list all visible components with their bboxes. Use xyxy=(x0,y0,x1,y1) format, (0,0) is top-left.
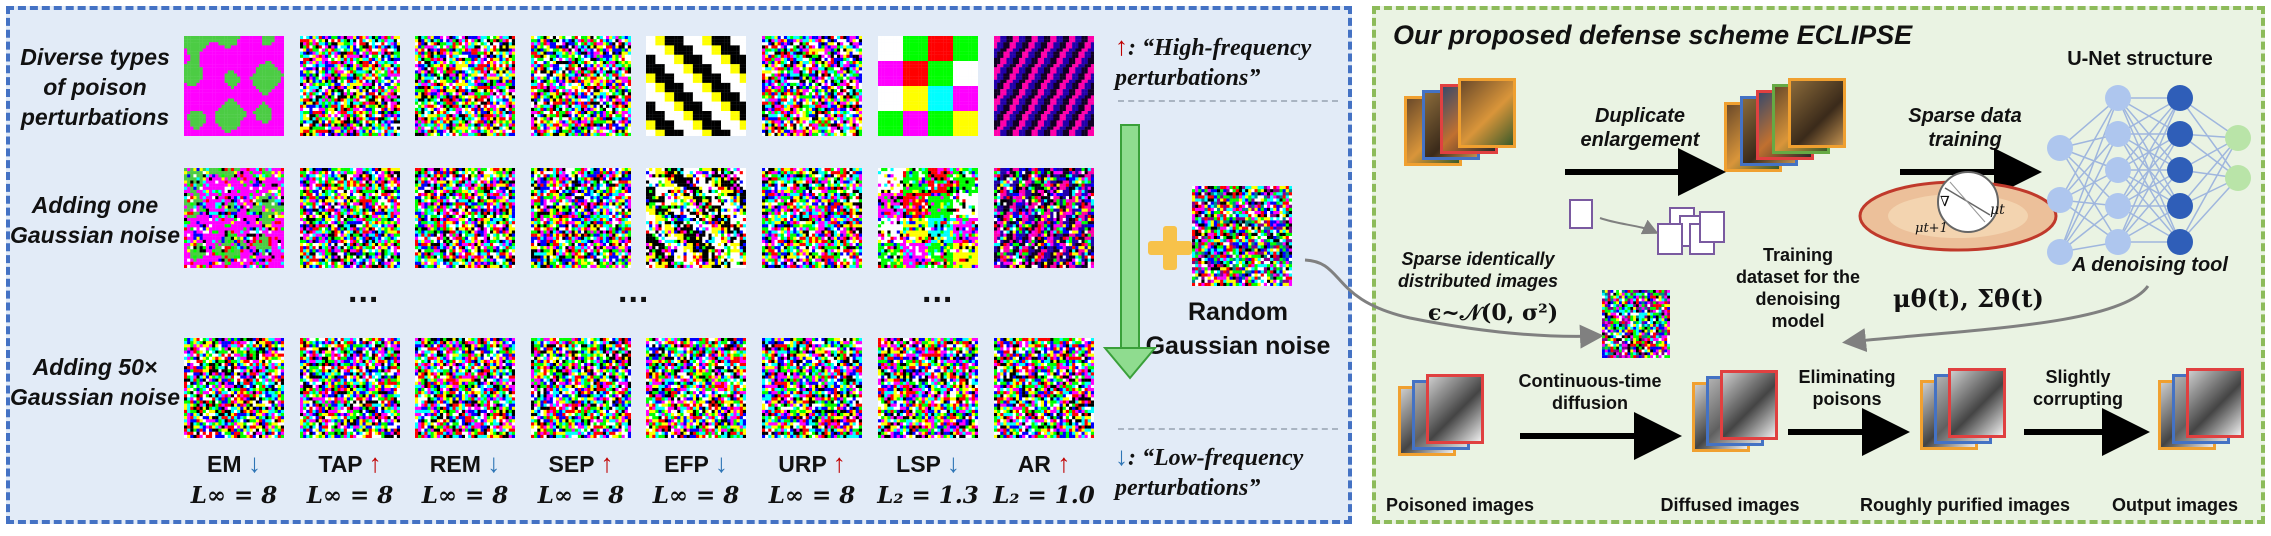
perturbation-tile-r0-c7 xyxy=(994,36,1094,136)
norm-label-rem: L∞ = 8 xyxy=(407,482,523,509)
perturbation-tile-r1-c7 xyxy=(994,168,1094,268)
perturbation-tile-r1-c2 xyxy=(415,168,515,268)
perturbation-tile-r2-c7 xyxy=(994,338,1094,438)
method-label-tap: TAP ↑ xyxy=(295,448,405,479)
method-name: AR xyxy=(1018,451,1058,477)
method-name: EM xyxy=(207,451,248,477)
perturbation-tile-r1-c6 xyxy=(878,168,978,268)
norm-label-lsp: L₂ = 1.3 xyxy=(870,482,986,509)
roughly-purified-label: Roughly purified images xyxy=(1845,494,2085,516)
duplicate-label: Duplicate enlargement xyxy=(1555,104,1725,152)
perturbation-tile-r1-c5 xyxy=(762,168,862,268)
perturbation-tile-r0-c0 xyxy=(184,36,284,136)
perturbation-tile-r0-c6 xyxy=(878,36,978,136)
legend-separator-top xyxy=(1118,100,1338,102)
random-gaussian-noise-tile xyxy=(1192,186,1292,286)
continuous-diffusion-label: Continuous-time diffusion xyxy=(1505,370,1675,414)
perturbation-tile-r2-c4 xyxy=(646,338,746,438)
method-name: URP xyxy=(778,451,833,477)
perturbation-tile-r2-c0 xyxy=(184,338,284,438)
perturbation-tile-r2-c2 xyxy=(415,338,515,438)
perturbation-tile-r2-c5 xyxy=(762,338,862,438)
sparse-training-label: Sparse data training xyxy=(1890,104,2040,152)
row-label-50-noise: Adding 50× Gaussian noise xyxy=(10,352,180,412)
method-label-sep: SEP ↑ xyxy=(526,448,636,479)
method-name: EFP xyxy=(664,451,715,477)
up-arrow-icon: ↑ xyxy=(601,448,614,478)
perturbation-tile-r0-c3 xyxy=(531,36,631,136)
diffused-images-label: Diffused images xyxy=(1645,494,1815,516)
method-label-efp: EFP ↓ xyxy=(641,448,751,479)
poisoned-images-label: Poisoned images xyxy=(1380,494,1540,516)
perturbation-tile-r0-c4 xyxy=(646,36,746,136)
method-label-urp: URP ↑ xyxy=(757,448,867,479)
perturbation-tile-r0-c2 xyxy=(415,36,515,136)
norm-label-em: L∞ = 8 xyxy=(176,482,292,509)
image-thumbnail xyxy=(1788,78,1846,148)
image-thumbnail xyxy=(2186,368,2244,438)
ellipsis-2: ... xyxy=(618,272,649,311)
up-arrow-icon: ↑ xyxy=(833,448,846,478)
up-arrow-icon: ↑ xyxy=(1057,448,1070,478)
legend-high-frequency: ↑: “High-frequency perturbations” xyxy=(1115,32,1355,93)
perturbation-tile-r2-c3 xyxy=(531,338,631,438)
unet-label: U-Net structure xyxy=(2040,48,2240,70)
method-name: LSP xyxy=(896,451,947,477)
down-arrow-icon: ↓ xyxy=(487,448,500,478)
ellipsis-1: ... xyxy=(348,272,379,311)
down-arrow-icon: ↓ xyxy=(947,448,960,478)
perturbation-tile-r0-c1 xyxy=(300,36,400,136)
up-arrow-icon: ↑ xyxy=(369,448,382,478)
image-thumbnail xyxy=(1948,368,2006,438)
down-arrow-icon: ↓ xyxy=(715,448,728,478)
high-arrow-icon: ↑ xyxy=(1115,32,1128,61)
method-label-lsp: LSP ↓ xyxy=(873,448,983,479)
method-name: REM xyxy=(430,451,488,477)
perturbation-tile-r1-c3 xyxy=(531,168,631,268)
row-label-diverse: Diverse types of poison perturbations xyxy=(10,42,180,132)
perturbation-tile-r1-c0 xyxy=(184,168,284,268)
ellipsis-3: ... xyxy=(922,272,953,311)
denoising-tool-label: A denoising tool xyxy=(2050,254,2250,276)
output-images-label: Output images xyxy=(2100,494,2250,516)
norm-label-tap: L∞ = 8 xyxy=(292,482,408,509)
legend-separator-bottom xyxy=(1118,428,1338,430)
random-gaussian-noise-label: Random Gaussian noise xyxy=(1128,295,1348,363)
perturbation-tile-r0-c5 xyxy=(762,36,862,136)
norm-label-ar: L₂ = 1.0 xyxy=(986,482,1102,509)
image-thumbnail xyxy=(1720,370,1778,440)
method-label-em: EM ↓ xyxy=(179,448,289,479)
method-label-ar: AR ↑ xyxy=(989,448,1099,479)
perturbation-tile-r2-c1 xyxy=(300,338,400,438)
norm-label-urp: L∞ = 8 xyxy=(754,482,870,509)
training-dataset-label: Training dataset for the denoising model xyxy=(1728,244,1868,332)
image-thumbnail xyxy=(1458,78,1516,148)
perturbation-tile-r2-c6 xyxy=(878,338,978,438)
legend-low-frequency: ↓: “Low-frequency perturbations” xyxy=(1115,442,1355,503)
image-thumbnail xyxy=(1426,374,1484,444)
perturbation-tile-r1-c1 xyxy=(300,168,400,268)
epsilon-formula: ϵ~𝒩(0, σ²) xyxy=(1428,300,1558,326)
method-name: SEP xyxy=(549,451,601,477)
method-name: TAP xyxy=(318,451,368,477)
slightly-corrupting-label: Slightly corrupting xyxy=(2018,366,2138,410)
noise-sample-tile xyxy=(1602,290,1670,358)
norm-label-efp: L∞ = 8 xyxy=(638,482,754,509)
mu-sigma-formula: μθ(t), Σθ(t) xyxy=(1893,284,2044,313)
low-arrow-icon: ↓ xyxy=(1115,442,1128,471)
row-label-one-noise: Adding one Gaussian noise xyxy=(10,190,180,250)
sparse-images-label: Sparse identically distributed images xyxy=(1388,248,1568,292)
norm-label-sep: L∞ = 8 xyxy=(523,482,639,509)
method-label-rem: REM ↓ xyxy=(410,448,520,479)
perturbation-tile-r1-c4 xyxy=(646,168,746,268)
eclipse-title: Our proposed defense scheme ECLIPSE xyxy=(1393,20,1912,51)
eliminating-poisons-label: Eliminating poisons xyxy=(1782,366,1912,410)
down-arrow-icon: ↓ xyxy=(248,448,261,478)
